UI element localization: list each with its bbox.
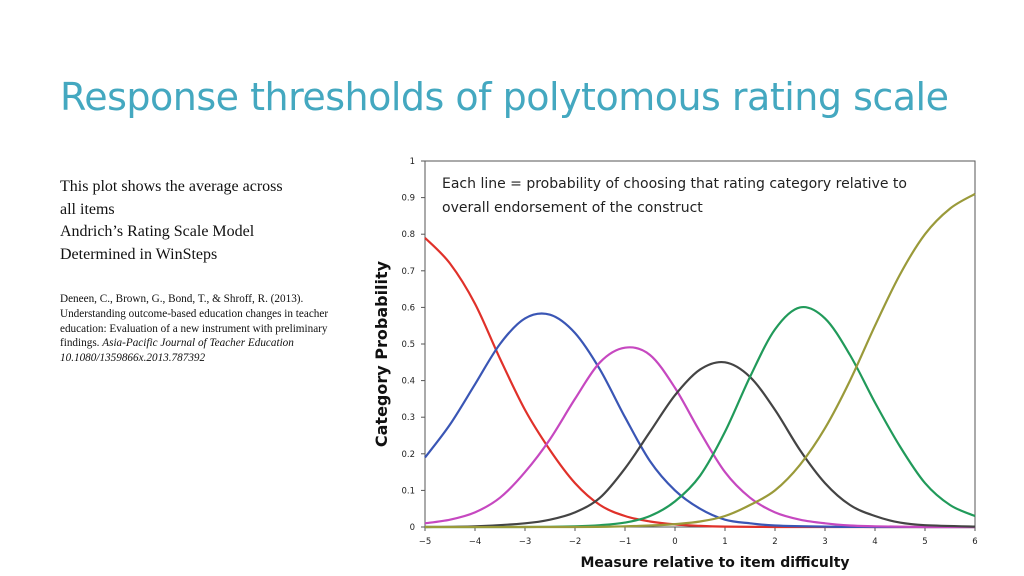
x-tick-label: −5 xyxy=(419,537,432,547)
y-tick-label: 0.9 xyxy=(401,194,415,204)
series-line-3 xyxy=(424,346,976,529)
note-line: Andrich’s Rating Scale Model xyxy=(60,223,255,240)
x-tick-label: 5 xyxy=(922,537,927,547)
y-tick-label: 0.2 xyxy=(401,450,415,460)
y-tick-label: 0 xyxy=(410,523,415,533)
x-tick-label: 1 xyxy=(722,537,727,547)
y-tick-label: 0.6 xyxy=(401,303,415,313)
x-tick-label: 4 xyxy=(872,537,877,547)
series-line-4 xyxy=(424,360,976,529)
x-tick-label: 2 xyxy=(772,537,777,547)
series-line-6 xyxy=(424,192,976,529)
x-tick-label: 3 xyxy=(822,537,827,547)
y-tick-label: 1 xyxy=(410,157,415,167)
y-tick-label: 0.4 xyxy=(401,377,415,387)
y-tick-label: 0.3 xyxy=(401,413,415,423)
x-tick-label: −3 xyxy=(519,537,532,547)
x-tick-label: −4 xyxy=(469,537,482,547)
chart: 0 0.1 0.2 0.3 0.4 0.5 0.6 0.7 0.8 0.9 1 −5 −4 −3 −2 −1 0… xyxy=(360,148,990,576)
chart-annotation: Each line = probability of choosing that… xyxy=(442,176,907,192)
x-tick-label: 6 xyxy=(972,537,977,547)
category-probability-chart: 0 0.1 0.2 0.3 0.4 0.5 0.6 0.7 0.8 0.9 1 −5 −4 −3 −2 −1 0… xyxy=(372,157,978,571)
x-tick-label: 0 xyxy=(672,537,677,547)
series-line-1 xyxy=(424,237,975,529)
citation-journal: Asia-Pacific Journal of Teacher Educatio… xyxy=(60,337,294,365)
notes-block: This plot shows the average across all i… xyxy=(60,176,340,266)
y-tick-label: 0.5 xyxy=(401,340,415,350)
chart-annotation: overall endorsement of the construct xyxy=(442,200,703,216)
note-line: This plot shows the average across xyxy=(60,178,283,195)
x-tick-label: −1 xyxy=(619,537,632,547)
series-line-2 xyxy=(424,312,975,529)
series-line-5 xyxy=(424,305,976,529)
x-tick-label: −2 xyxy=(569,537,582,547)
slide-title: Response thresholds of polytomous rating… xyxy=(60,75,949,119)
y-axis-label: Category Probability xyxy=(372,260,391,447)
citation: Deneen, C., Brown, G., Bond, T., & Shrof… xyxy=(60,292,330,366)
y-tick-label: 0.8 xyxy=(401,230,415,240)
note-line: Determined in WinSteps xyxy=(60,245,218,263)
note-line: all items xyxy=(60,200,115,218)
x-axis-label: Measure relative to item difficulty xyxy=(580,555,849,571)
citation-text: Deneen, C., Brown, G., Bond, T., & Shrof… xyxy=(60,293,329,350)
y-tick-label: 0.1 xyxy=(401,486,415,496)
y-tick-label: 0.7 xyxy=(401,267,415,277)
